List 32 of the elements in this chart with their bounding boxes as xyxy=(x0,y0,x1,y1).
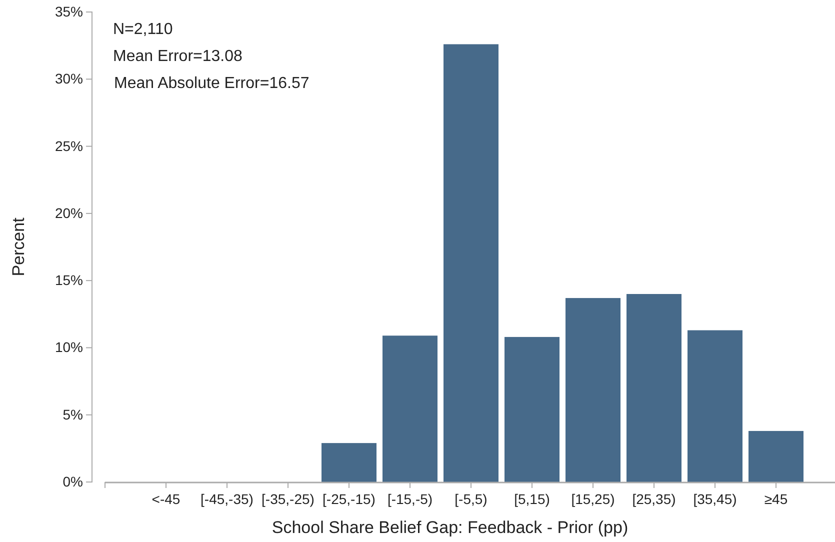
y-tick-label: 10% xyxy=(54,339,83,356)
bar xyxy=(748,430,804,482)
annotation: Mean Error=13.08 xyxy=(113,48,243,65)
bar xyxy=(504,336,560,482)
y-tick-label: 15% xyxy=(54,272,83,288)
x-axis-title: School Share Belief Gap: Feedback - Prior (pp) xyxy=(272,518,628,537)
bar xyxy=(626,294,682,482)
x-tick-label: [-25,-15) xyxy=(322,491,376,507)
bar xyxy=(382,336,438,482)
x-tick-label: [5,15) xyxy=(514,491,550,507)
x-tick-label: [-45,-35) xyxy=(200,491,254,507)
x-tick-label: [-15,-5) xyxy=(387,491,433,507)
x-tick-label: <-45 xyxy=(152,491,180,507)
x-tick-label: [-5,5) xyxy=(454,491,488,507)
x-tick-label: ≥45 xyxy=(764,491,788,507)
annotation: Mean Absolute Error=16.57 xyxy=(114,75,310,92)
y-tick-label: 25% xyxy=(54,138,83,154)
x-tick-label: [35,45) xyxy=(693,491,737,507)
y-tick-label: 35% xyxy=(54,3,83,20)
bar xyxy=(688,330,742,482)
annotation: N=2,110 xyxy=(113,21,173,38)
y-tick-label: 30% xyxy=(54,70,83,87)
y-tick-label: 5% xyxy=(62,406,83,422)
y-tick-label: 20% xyxy=(54,204,83,221)
bar xyxy=(566,298,620,482)
y-axis-title: Percent xyxy=(9,217,28,276)
bar xyxy=(444,44,498,482)
x-tick-label: [15,25) xyxy=(571,491,615,507)
x-tick-label: [25,35) xyxy=(632,491,676,507)
bar xyxy=(322,443,376,482)
y-tick-label: 0% xyxy=(62,473,83,490)
x-tick-label: [-35,-25) xyxy=(262,491,314,507)
